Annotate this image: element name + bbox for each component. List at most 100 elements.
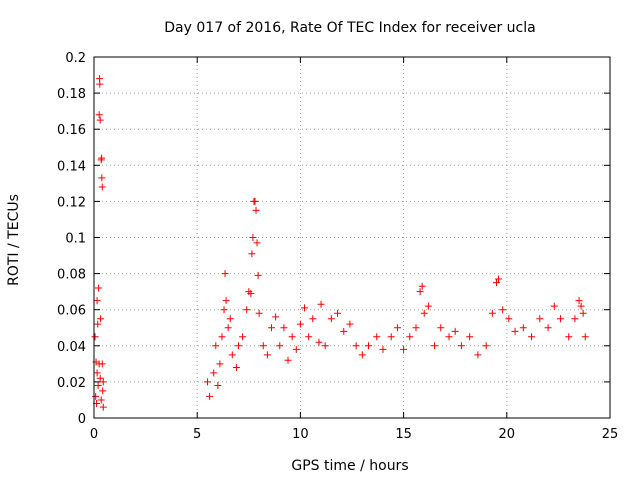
data-point (251, 197, 259, 205)
data-point (296, 320, 304, 328)
data-point (451, 327, 459, 335)
data-point (214, 382, 222, 390)
data-point (416, 288, 424, 296)
data-point (544, 324, 552, 332)
x-tick-label: 5 (193, 427, 201, 442)
x-tick-label: 20 (499, 427, 516, 442)
data-point (94, 382, 102, 390)
data-point (492, 279, 500, 287)
chart-title: Day 017 of 2016, Rate Of TEC Index for r… (164, 20, 535, 36)
data-point (412, 324, 420, 332)
data-point (536, 315, 544, 323)
data-point (221, 270, 229, 278)
y-tick-label: 0.2 (65, 51, 86, 66)
data-point (247, 289, 255, 297)
data-point (466, 333, 474, 341)
data-point (317, 300, 325, 308)
data-point (210, 369, 218, 377)
data-point (406, 333, 414, 341)
axis-ticks (93, 56, 611, 419)
data-point (93, 297, 101, 305)
data-point (98, 174, 106, 182)
data-point (224, 324, 232, 332)
data-point (216, 360, 224, 368)
data-point (327, 315, 335, 323)
data-point (315, 338, 323, 346)
data-point (358, 351, 366, 359)
data-point (445, 333, 453, 341)
x-axis-label: GPS time / hours (291, 458, 408, 474)
data-point (387, 333, 395, 341)
data-point (249, 234, 257, 241)
data-point (96, 374, 104, 382)
data-point (204, 378, 212, 386)
data-point (511, 327, 519, 335)
data-point (505, 315, 513, 323)
data-point (288, 333, 296, 341)
data-point (424, 302, 432, 310)
data-point (280, 324, 288, 332)
data-point (91, 333, 99, 341)
x-tick-label: 15 (395, 427, 412, 442)
x-tick-label: 0 (90, 427, 98, 442)
data-point (482, 342, 490, 350)
data-point (95, 111, 103, 119)
data-point (254, 271, 262, 279)
data-point (98, 183, 106, 191)
y-tick-label: 0.04 (57, 340, 86, 355)
data-point (99, 387, 107, 395)
data-point (99, 378, 107, 386)
data-point (94, 320, 102, 328)
x-tick-labels: 0 5 10 15 20 25 (90, 427, 618, 442)
data-point (457, 342, 465, 350)
data-point (400, 345, 408, 353)
data-point (248, 250, 256, 258)
data-point (226, 315, 234, 323)
data-point (379, 345, 387, 353)
data-point (437, 324, 445, 332)
data-point (97, 396, 105, 404)
data-point (259, 342, 267, 350)
y-tick-label: 0.06 (57, 304, 86, 319)
data-point (418, 282, 426, 290)
data-point (220, 306, 228, 314)
data-point (292, 345, 300, 353)
data-point (98, 360, 106, 368)
data-point (550, 302, 558, 310)
data-point (253, 239, 261, 247)
data-point (581, 333, 589, 341)
data-points (91, 75, 589, 411)
data-point (218, 333, 226, 341)
data-point (228, 351, 236, 359)
y-tick-label: 0.12 (57, 195, 86, 210)
grid (94, 57, 610, 418)
y-tick-label: 0.1 (65, 232, 86, 247)
data-point (528, 333, 536, 341)
data-point (499, 306, 507, 314)
data-point (474, 351, 482, 359)
data-point (577, 302, 585, 310)
data-point (420, 309, 428, 317)
data-point (565, 333, 573, 341)
data-point (276, 342, 284, 350)
data-point (212, 342, 220, 350)
data-point (393, 324, 401, 332)
y-tick-label: 0.14 (57, 159, 86, 174)
data-point (365, 342, 373, 350)
data-point (301, 304, 309, 312)
data-point (232, 363, 240, 371)
data-point (268, 324, 276, 332)
y-tick-label: 0.08 (57, 268, 86, 283)
x-tick-label: 25 (602, 427, 619, 442)
data-point (340, 327, 348, 335)
data-point (556, 315, 564, 323)
data-point (255, 309, 263, 317)
data-point (206, 392, 214, 400)
data-point (239, 333, 247, 341)
data-point (252, 206, 260, 214)
data-point (98, 154, 106, 162)
y-tick-labels: 0 0.02 0.04 0.06 0.08 0.1 0.12 0.14 0.16 0.18 0.2 (57, 51, 86, 427)
x-tick-label: 10 (292, 427, 309, 442)
